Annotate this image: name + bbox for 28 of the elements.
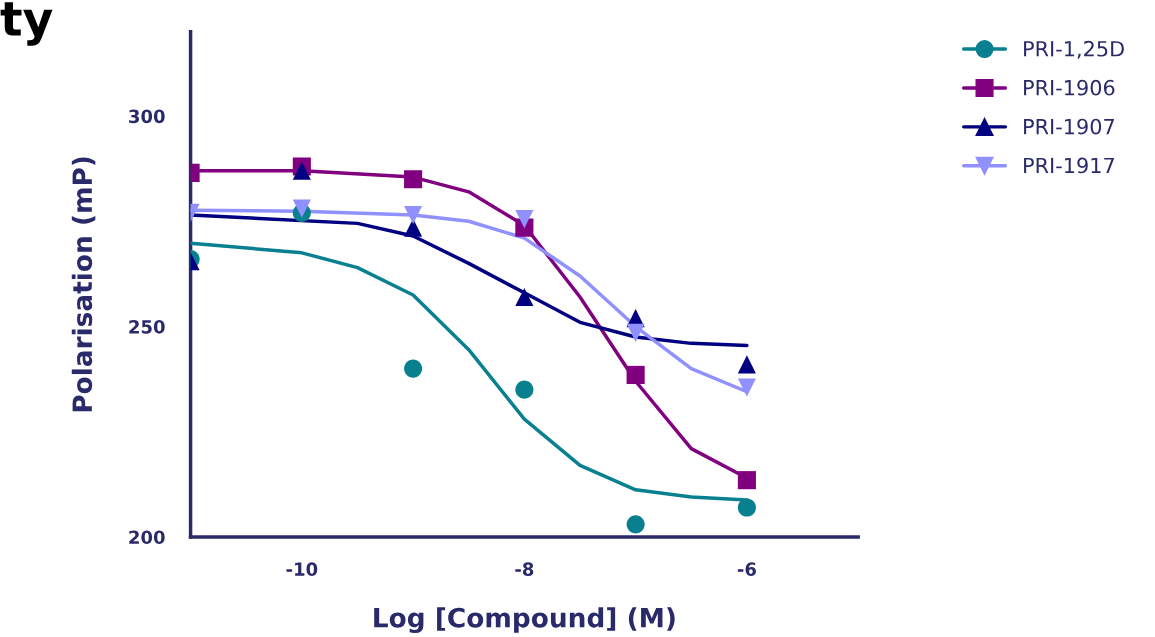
- legend-label: PRI-1907: [1024, 118, 1114, 135]
- point: [626, 515, 645, 534]
- x-tick-label: -6: [737, 562, 756, 576]
- y-tick-label: 200: [129, 530, 165, 545]
- point: [515, 210, 534, 229]
- legend-label: PRI-1917: [1024, 157, 1114, 174]
- x-axis-title: Log [Compound] (M): [374, 607, 675, 633]
- point: [626, 323, 645, 342]
- y-axis-title: Polarisation (mP): [71, 157, 96, 412]
- point: [404, 205, 423, 225]
- point: [515, 380, 534, 399]
- y-tick-label: 250: [129, 319, 165, 334]
- point: [292, 199, 311, 218]
- y-tick-label: 300: [129, 109, 165, 124]
- x-tick-label: -8: [515, 562, 534, 576]
- x-tick-label: -10: [286, 562, 318, 576]
- point: [292, 161, 311, 180]
- point: [404, 359, 423, 378]
- point: [737, 498, 756, 517]
- legend-label: PRI-1,25D: [1024, 40, 1124, 59]
- point: [737, 471, 756, 490]
- point: [737, 378, 756, 397]
- point: [737, 355, 756, 374]
- legend-label: PRI-1906: [1024, 79, 1115, 96]
- point: [626, 365, 645, 384]
- text: ty: [0, 2, 53, 46]
- point: [515, 287, 534, 307]
- point: [404, 170, 423, 189]
